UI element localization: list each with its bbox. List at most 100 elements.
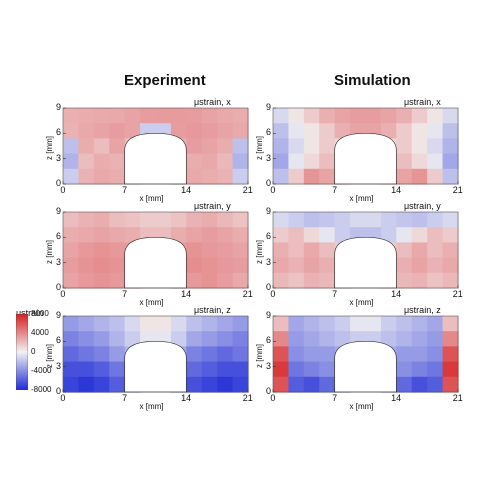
component-label: μstrain, y [404,201,441,211]
heatmap-cell [288,331,305,347]
heatmap-cell [186,108,203,124]
heatmap-cell [63,346,80,363]
heatmap-cell [427,376,444,393]
heatmap-cell [63,168,80,185]
heatmap-cell [288,242,305,259]
heatmap-cell [303,331,320,347]
heatmap-cell [273,376,290,393]
heatmap-cell [109,242,126,259]
heatmap-cell [442,316,459,332]
heatmap-cell [186,257,203,274]
heatmap-cell [442,272,459,289]
heatmap-cell [109,212,126,228]
heatmap-cell [232,212,249,228]
hole-outline [124,132,187,185]
heatmap-cell [78,272,95,289]
heatmap-cell [442,346,459,363]
x-axis-label: x [mm] [139,402,164,411]
heatmap-cell [427,153,444,170]
heatmap-cell [380,123,397,139]
heatmap-cell [63,153,80,170]
heatmap-cell [396,346,413,363]
y-tick-label: 3 [266,360,272,371]
heatmap-cell [396,316,413,332]
heatmap-cell [350,212,367,228]
heatmap-cell [93,376,110,393]
heatmap-cell [217,138,234,155]
heatmap-cell [334,331,351,347]
heatmap-cell [63,331,80,347]
heatmap-cell [303,138,320,155]
x-tick-label: 7 [122,185,128,195]
heatmap-cell [396,153,413,170]
heatmap-cell [217,108,234,124]
heatmap-cell [124,123,141,139]
y-axis-label: z [mm] [255,240,264,264]
heatmap-cell [232,316,249,332]
heatmap-cell [170,108,187,124]
heatmap-cell [442,108,459,124]
heatmap-cell [186,153,203,170]
heatmap-cell [217,212,234,228]
heatmap-cell [273,227,290,243]
heatmap-cell [109,272,126,289]
heatmap-cell [273,138,290,155]
heatmap-cell [93,316,110,332]
heatmap-cell [273,272,290,289]
heatmap-cell [273,242,290,259]
heatmap-cell [63,123,80,139]
heatmap-cell [109,346,126,363]
heatmap-cell [288,346,305,363]
x-tick-label: 14 [181,289,192,299]
heatmap-cell [109,168,126,185]
heatmap-cell [319,316,336,332]
colorbar-tick-label: 4000 [31,328,49,337]
colorbar-tick-label: 8000 [31,309,49,318]
heatmap-cell [442,138,459,155]
heatmap-simulation-y [272,211,459,289]
y-tick-label: 9 [266,206,272,216]
heatmap-cell [78,376,95,393]
y-tick-label: 3 [266,256,272,267]
hole-outline [334,340,397,393]
heatmap-cell [427,331,444,347]
heatmap-cell [273,316,290,332]
plot-frame [272,315,459,393]
heatmap-cell [78,212,95,228]
x-tick-label: 7 [332,393,338,403]
heatmap-cell [319,138,336,155]
heatmap-cell [427,346,444,363]
heatmap-cell [411,168,428,185]
heatmap-cell [186,376,203,393]
heatmap-cell [427,316,444,332]
heatmap-cell [411,316,428,332]
heatmap-cell [303,346,320,363]
heatmap-cell [303,257,320,274]
x-tick-label: 7 [332,185,338,195]
heatmap-cell [334,316,351,332]
heatmap-cell [217,331,234,347]
heatmap-cell [380,227,397,243]
heatmap-cell [93,168,110,185]
heatmap-cell [319,331,336,347]
x-tick-label: 21 [452,185,463,195]
x-tick-label: 0 [60,289,66,299]
y-tick-label: 0 [56,386,62,396]
x-tick-label: 21 [452,289,463,299]
heatmap-cell [427,257,444,274]
heatmap-cell [124,108,141,124]
heatmap-cell [186,227,203,243]
heatmap-cell [93,138,110,155]
heatmap-cell [232,108,249,124]
heatmap-cell [427,123,444,139]
heatmap-cell [63,257,80,274]
heatmap-cell [232,242,249,259]
heatmap-cell [232,168,249,185]
heatmap-cell [78,153,95,170]
heatmap-cell [93,108,110,124]
y-tick-label: 6 [56,231,62,242]
heatmap-cell [396,108,413,124]
x-tick-label: 14 [391,289,402,299]
heatmap-cell [427,361,444,378]
heatmap-cell [232,153,249,170]
